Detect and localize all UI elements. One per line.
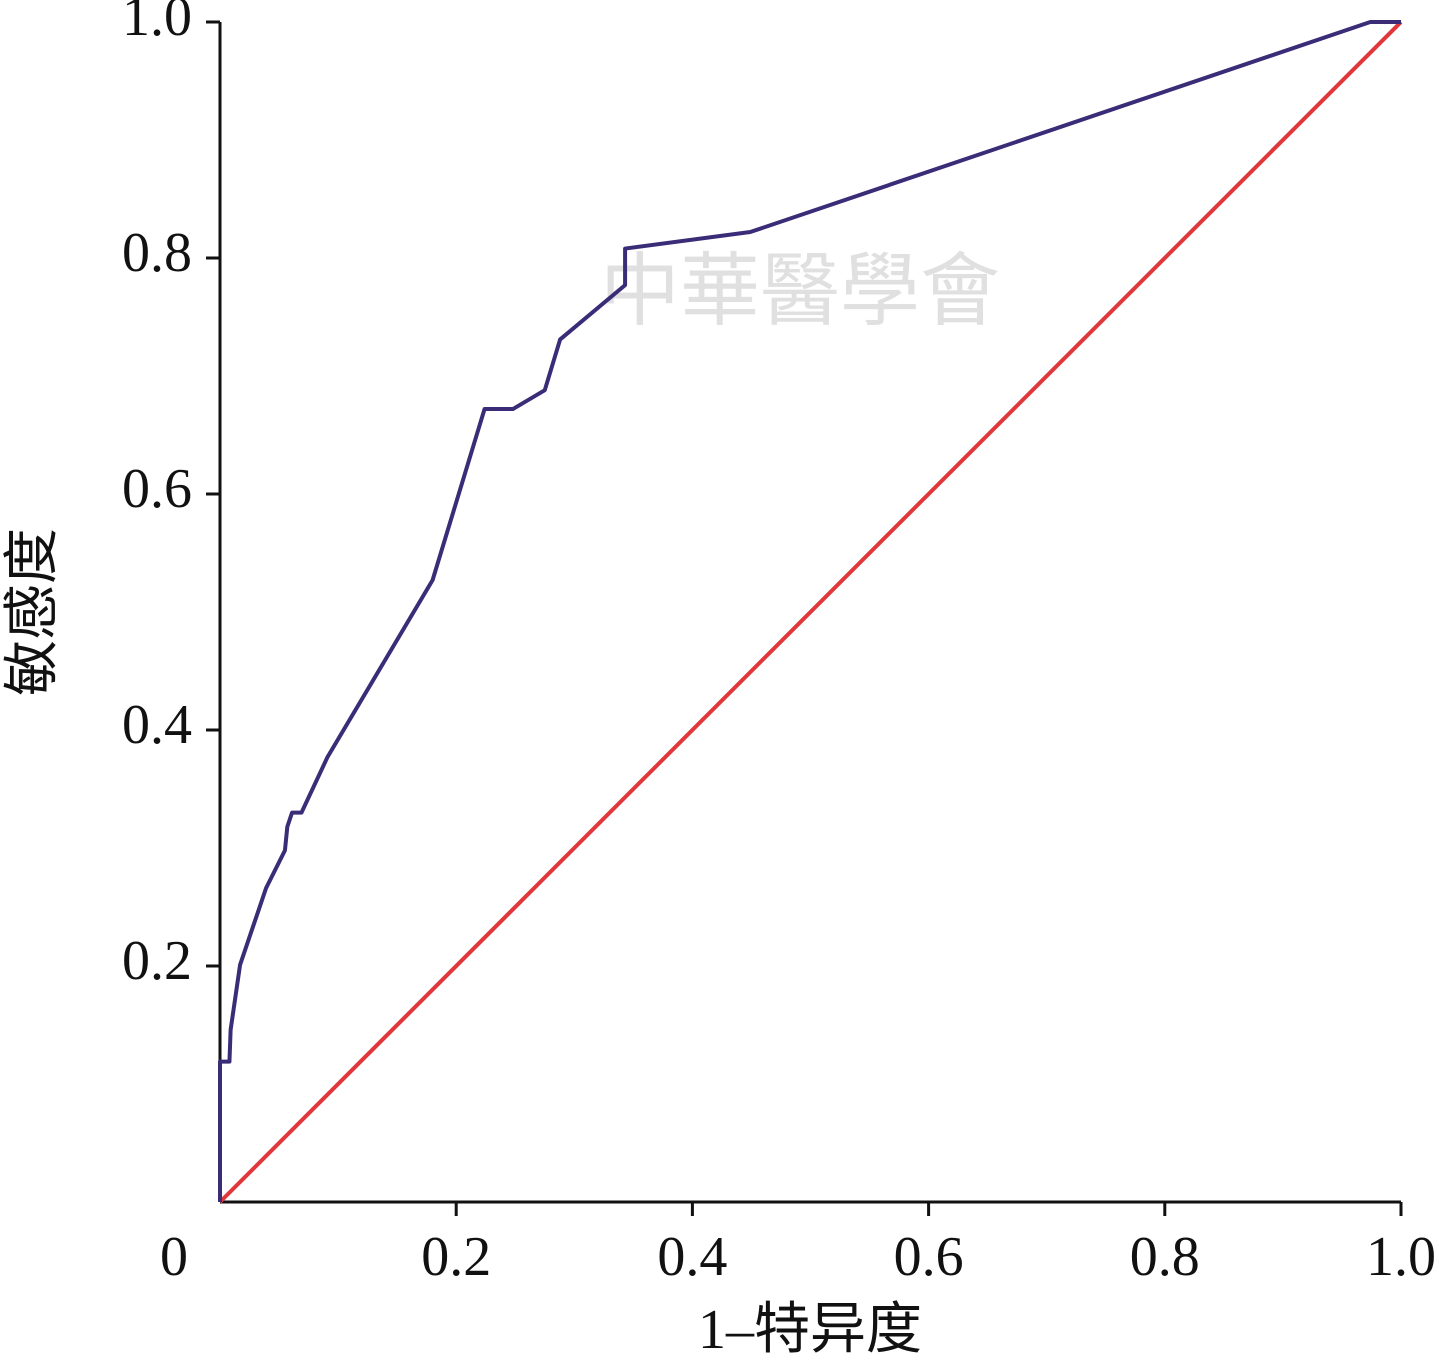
y-tick-label: 1.0: [122, 0, 192, 48]
x-tick-label: 1.0: [1366, 1226, 1436, 1288]
y-tick-label: 0.2: [122, 930, 192, 992]
y-tick-label: 0.6: [122, 458, 192, 520]
x-tick-label: 0.4: [657, 1226, 727, 1288]
roc-line: [218, 20, 1401, 1202]
x-axis-label: 1–特异度: [698, 1299, 922, 1361]
x-tick-label: 0.8: [1130, 1226, 1200, 1288]
y-tick-label: 0.8: [122, 222, 192, 284]
roc-line: [218, 20, 1403, 1204]
y-axis-label: 敏感度: [2, 528, 64, 696]
y-tick-label: 0.4: [122, 694, 192, 756]
x-tick-label: 0.2: [421, 1226, 491, 1288]
watermark: 中華醫學會: [600, 248, 1000, 336]
x-tick-label: 0: [160, 1226, 188, 1288]
x-tick-label: 0.6: [894, 1226, 964, 1288]
